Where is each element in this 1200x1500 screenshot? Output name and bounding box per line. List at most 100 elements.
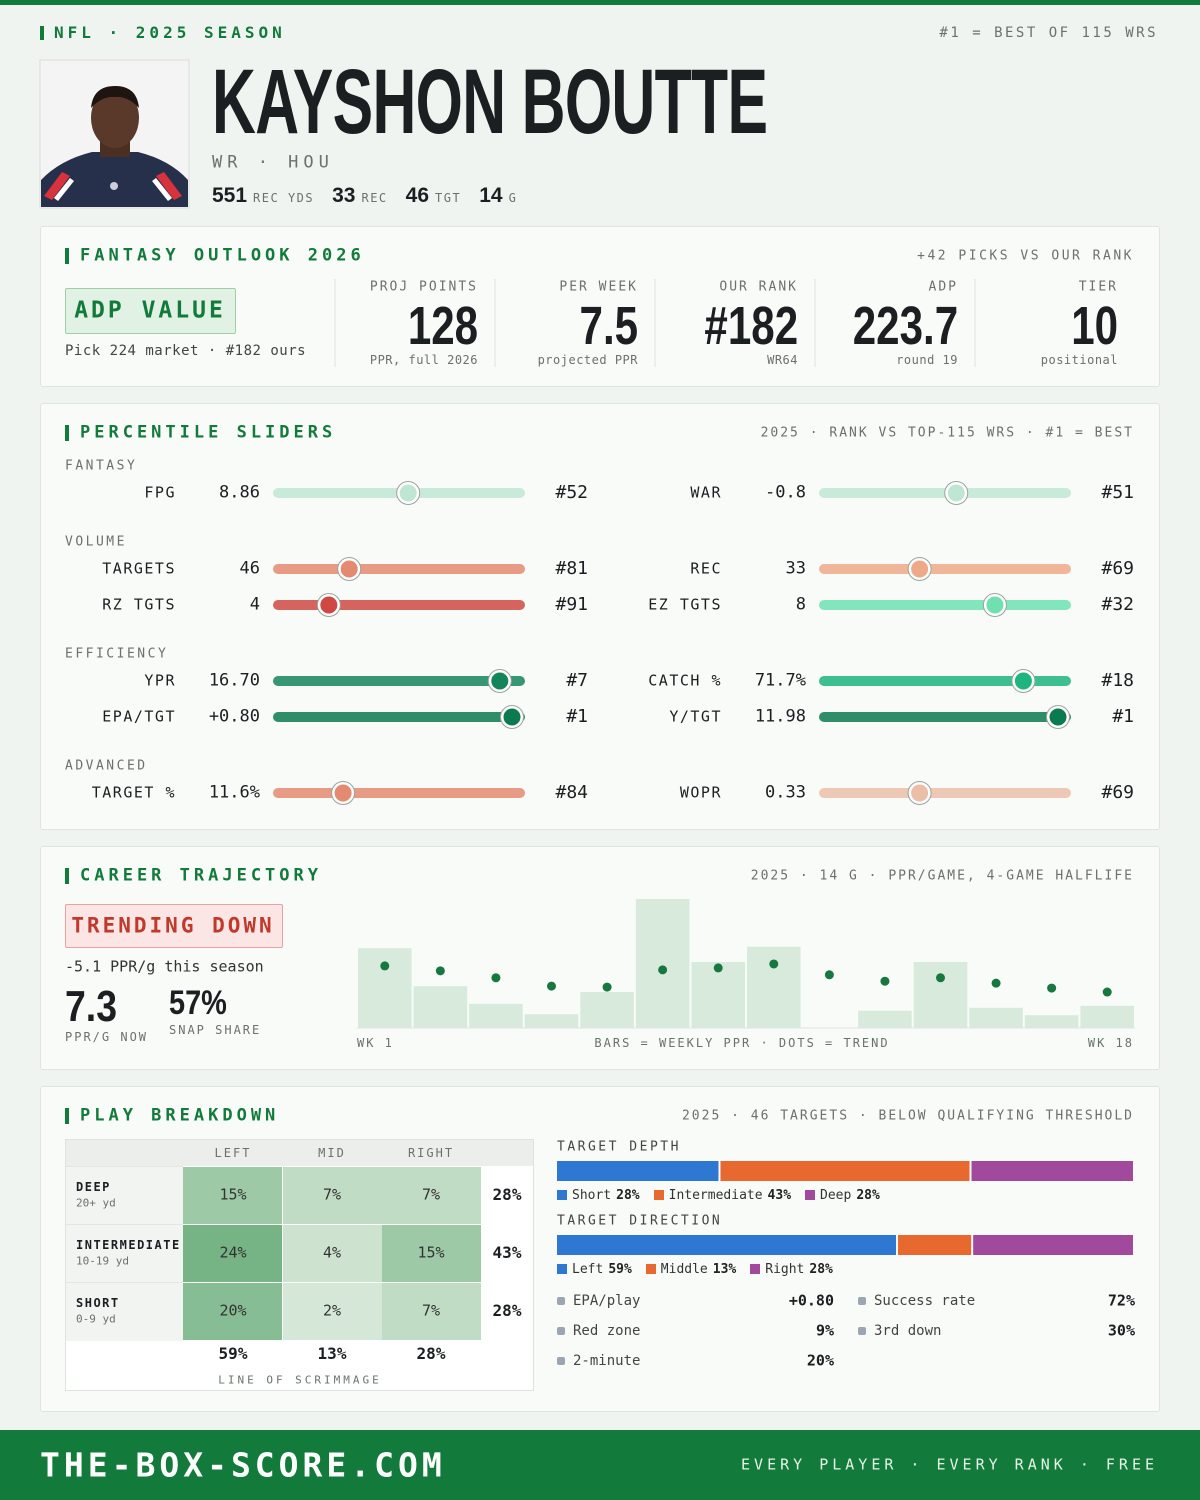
headshot (39, 59, 190, 209)
heat-value: 7% (421, 1185, 441, 1204)
legend-item: Middle 13% (645, 1261, 737, 1277)
knob-outline (396, 481, 421, 505)
row-total: 28% (492, 1301, 522, 1320)
heat-value: 15% (219, 1185, 247, 1204)
legend-value: 28% (809, 1261, 833, 1277)
section-title: PLAY BREAKDOWN (80, 1105, 280, 1126)
legend-value: 13% (712, 1261, 737, 1277)
weekly-bar (691, 961, 745, 1028)
legend-value: 59% (608, 1261, 632, 1277)
col-head: LEFT (214, 1146, 252, 1160)
footer-band (0, 1430, 1200, 1500)
metric-label: PER WEEK (559, 279, 638, 295)
heat-value: 7% (322, 1185, 342, 1204)
stack-segment (720, 1161, 970, 1181)
badge-note: Pick 224 market · #182 ours (65, 343, 307, 359)
stat-label: TGT (435, 191, 462, 205)
slider-rank: #1 (1112, 706, 1134, 727)
top-rule (0, 0, 1200, 5)
legend-item: Left 59% (557, 1262, 632, 1277)
legend-swatch (557, 1264, 567, 1274)
slider-value: +0.80 (208, 706, 260, 727)
knob-outline (907, 557, 932, 581)
trajectory-card (40, 846, 1160, 1070)
x-end: WK 18 (1087, 1036, 1134, 1050)
trend-dot (380, 961, 390, 971)
stat-value: 9% (815, 1321, 834, 1340)
metric-sub: round 19 (896, 353, 958, 367)
group-label: FANTASY (65, 458, 138, 474)
group-label: EFFICIENCY (65, 646, 169, 662)
slider-name: WAR (690, 483, 722, 502)
legend: Left 59% Middle 13% Right 28% (557, 1261, 1135, 1277)
legend-name: Right (765, 1261, 805, 1277)
legend-name: Deep (820, 1187, 852, 1203)
now-value: 7.3 (65, 982, 117, 1031)
weekly-bar (1024, 1015, 1079, 1028)
slider-track (819, 712, 1071, 722)
knob-outline (982, 593, 1007, 617)
weekly-bar (469, 1003, 523, 1028)
metric-value: 128 (407, 296, 478, 356)
stat-label: REC YDS (253, 191, 315, 205)
stat-name: Success rate (874, 1293, 976, 1309)
weekly-bar (969, 1007, 1023, 1028)
badge (65, 288, 236, 334)
x-start: WK 1 (357, 1036, 394, 1050)
bar-title: TARGET DEPTH (557, 1139, 681, 1155)
legend-name: Left (572, 1261, 604, 1277)
trend-dot (713, 963, 723, 973)
legend-swatch (750, 1264, 761, 1274)
stack-segment (557, 1161, 719, 1181)
legend-swatch (557, 1190, 567, 1200)
row-name: DEEP (76, 1180, 111, 1194)
player-name: KAYSHON BOUTTE (212, 51, 768, 153)
heat-value: 4% (322, 1243, 342, 1262)
stat-name: Red zone (573, 1323, 641, 1339)
legend-swatch (645, 1264, 656, 1274)
tagline: EVERY PLAYER · EVERY RANK · FREE (741, 1455, 1158, 1474)
header-stat: 14 G (479, 184, 517, 208)
heat-value: 2% (322, 1301, 342, 1320)
stat-label: G (508, 191, 518, 205)
stat-bullet (858, 1297, 866, 1305)
slider-rank: #91 (555, 594, 588, 615)
stat-value: 30% (1107, 1321, 1135, 1340)
slider-name: CATCH % (648, 671, 722, 690)
slider-rank: #84 (555, 782, 588, 803)
slider-name: YPR (144, 671, 176, 690)
col-total: 28% (416, 1344, 446, 1363)
legend-swatch (653, 1190, 664, 1200)
section-title: CAREER TRAJECTORY (80, 865, 322, 886)
stat-value: +0.80 (788, 1291, 834, 1310)
metric-value: #182 (704, 296, 798, 356)
slider-track (273, 712, 525, 722)
header-stats: 551 REC YDS 33 REC 46 TGT 14 G (212, 184, 712, 212)
knob-outline (337, 557, 362, 581)
sliders-card (40, 403, 1160, 830)
position: WR · HOU (212, 152, 334, 173)
site-name: THE-BOX-SCORE.COM (40, 1445, 446, 1485)
heat-cell (382, 1224, 481, 1282)
slider-value: 46 (239, 558, 260, 579)
metric-sub: projected PPR (537, 353, 638, 367)
trend-dot (547, 981, 556, 991)
header-note: #1 = BEST OF 115 WRS (939, 25, 1158, 41)
weekly-bar (747, 946, 801, 1028)
slider-value: 0.33 (765, 782, 806, 803)
slider-rank: #18 (1101, 670, 1134, 691)
section-note: 2025 · 46 TARGETS · BELOW QUALIFYING THR… (681, 1108, 1134, 1124)
slider-rank: #69 (1101, 558, 1134, 579)
legend-name: Middle (660, 1261, 708, 1277)
stat-bullet (557, 1357, 565, 1365)
legend-swatch (805, 1190, 816, 1200)
delta-note: -5.1 PPR/g this season (65, 957, 264, 976)
col-total: 59% (218, 1344, 248, 1363)
row-head (66, 1224, 183, 1283)
slider-track (819, 600, 1071, 610)
knob-outline (907, 781, 932, 805)
slider-value: 4 (249, 594, 260, 615)
stat-bullet (557, 1297, 565, 1305)
slider-rank: #51 (1101, 482, 1134, 503)
